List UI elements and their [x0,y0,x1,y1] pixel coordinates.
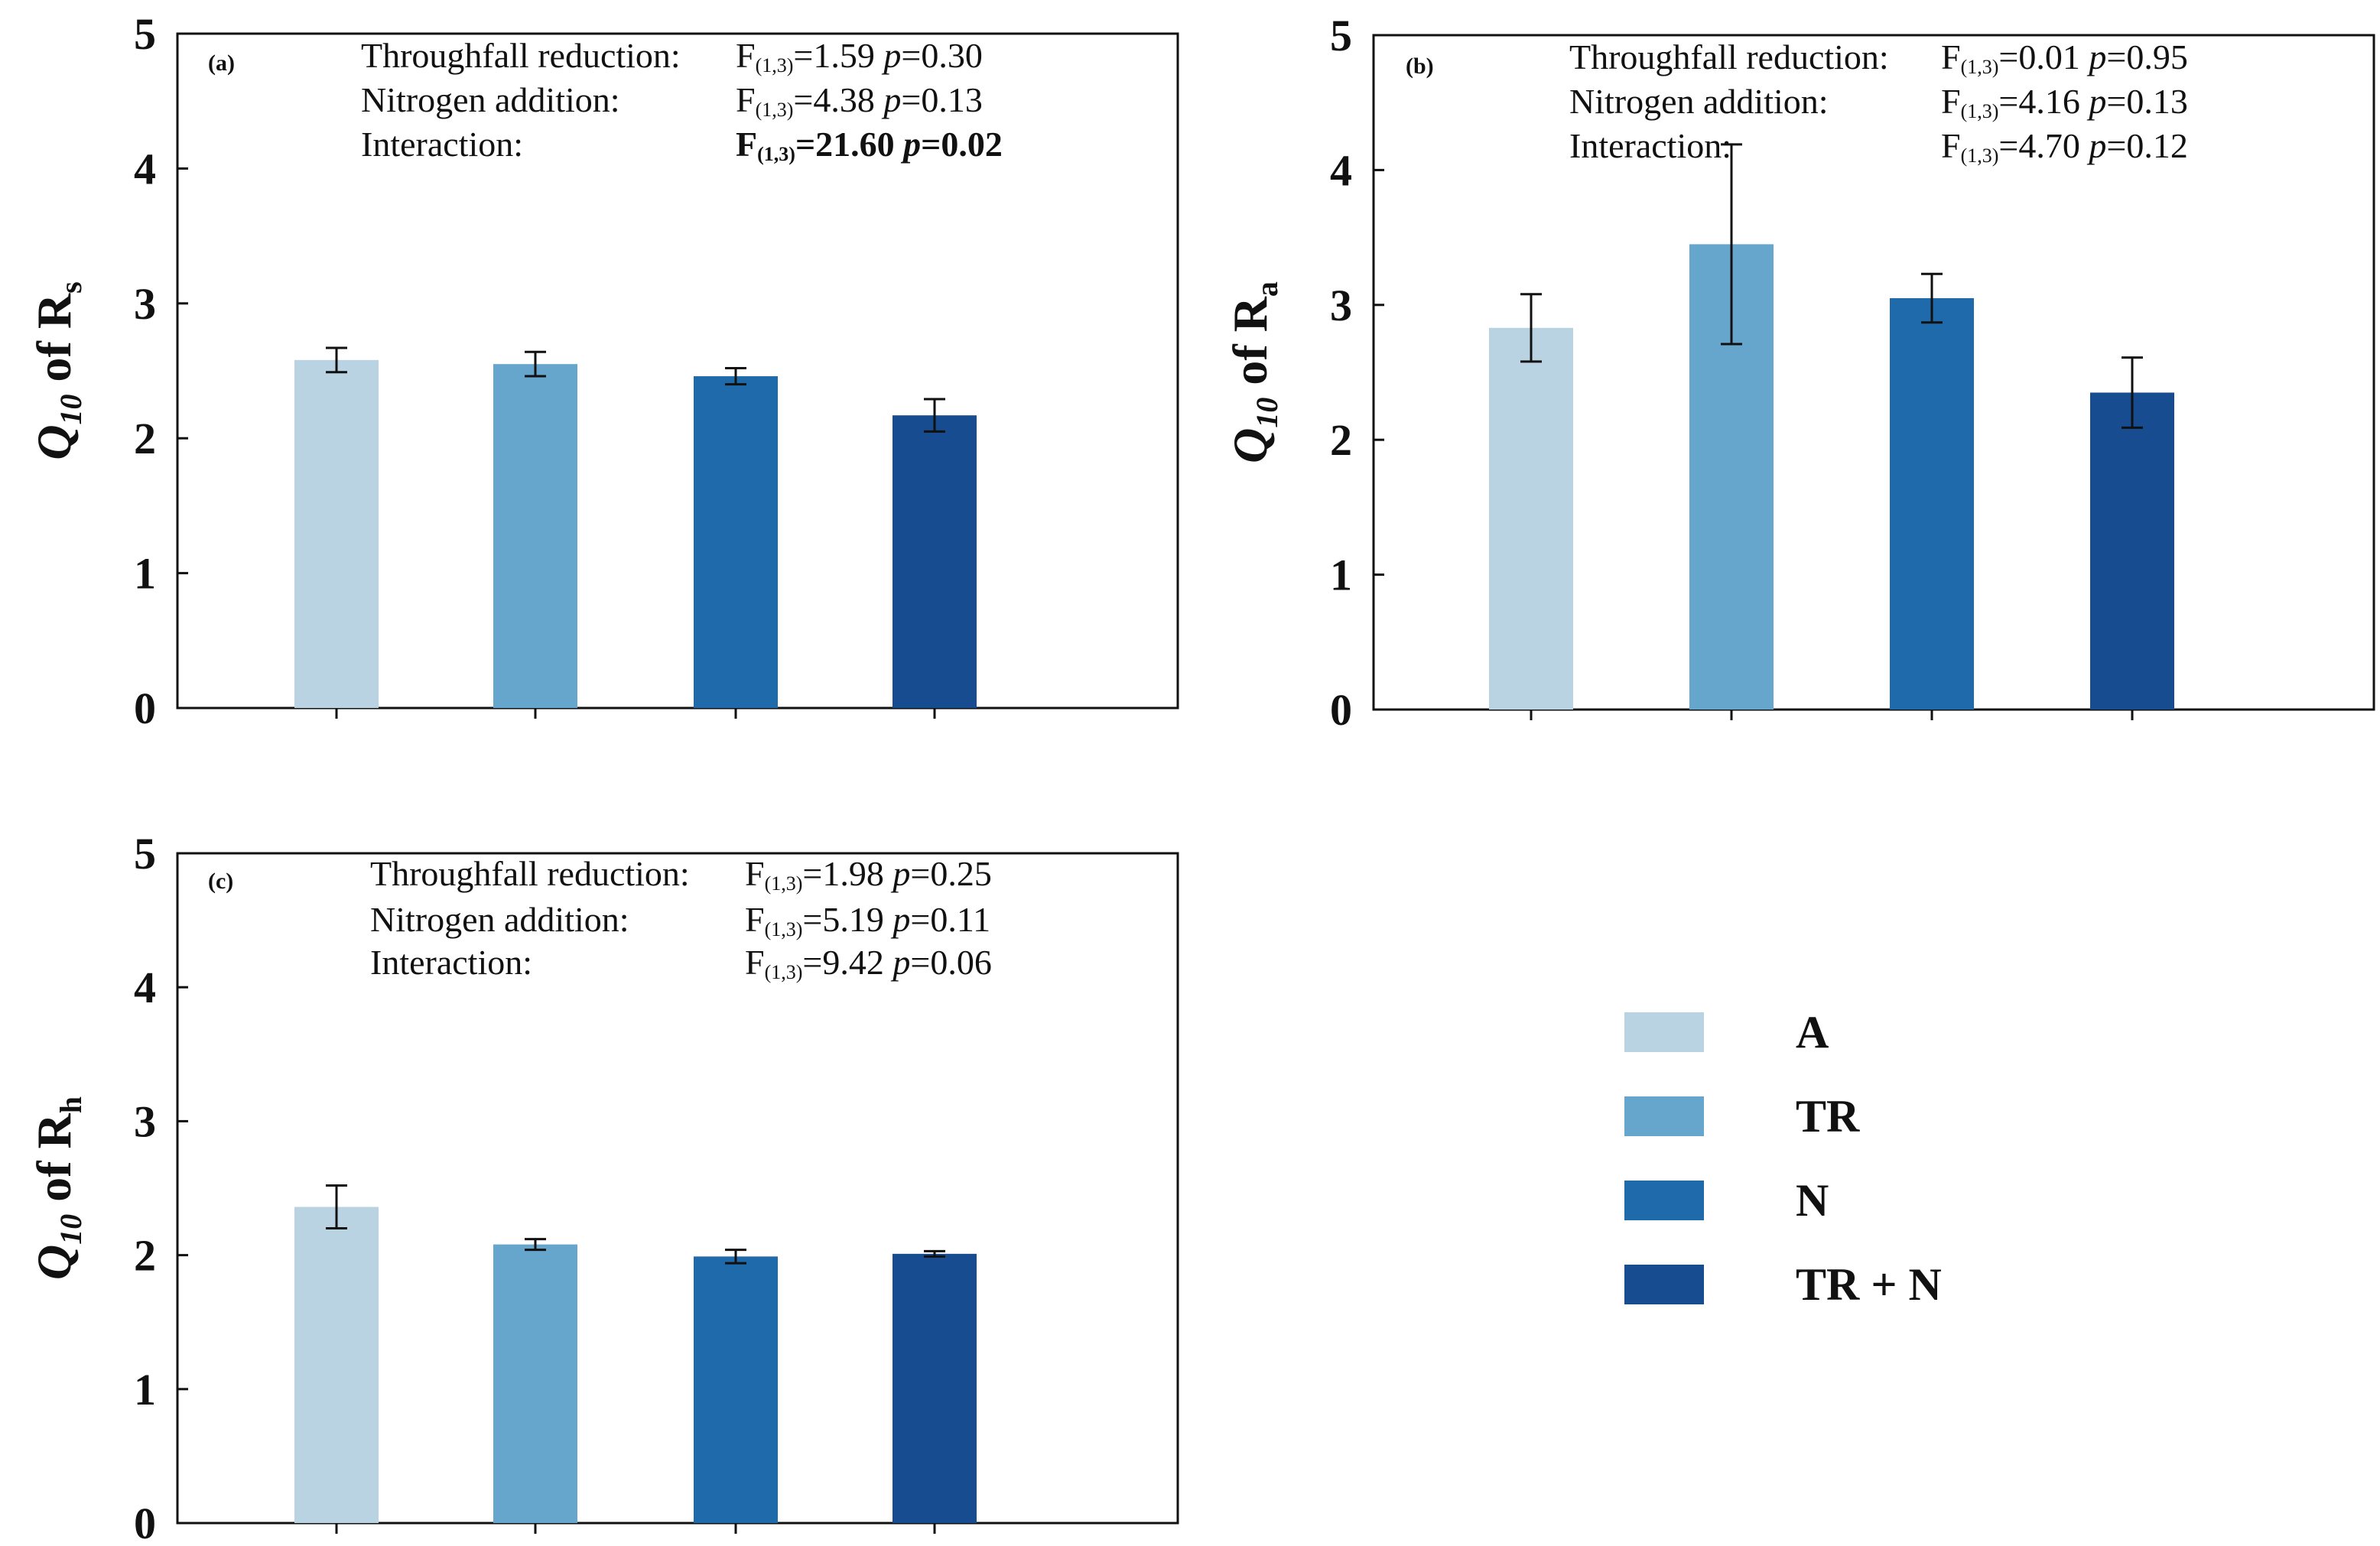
y-tick-label: 2 [134,414,156,463]
y-tick-label: 0 [1330,685,1352,735]
bar-tr-plus-n [2090,392,2174,710]
y-tick-label: 5 [1330,11,1352,60]
legend-swatch [1624,1096,1704,1136]
y-tick-label: 0 [134,1499,156,1546]
bar-n [694,1256,778,1523]
stat-value: F(1,3)=0.01 p=0.95 [1941,37,2188,78]
stat-label: Interaction: [361,125,523,164]
stat-value: F(1,3)=4.70 p=0.12 [1941,126,2188,167]
stat-label: Interaction: [370,943,532,982]
bar-a [1489,327,1573,710]
bar-tr-plus-n [892,1253,977,1523]
legend-swatch [1624,1012,1704,1052]
y-axis-label: Q10 of Ra [1223,281,1284,463]
stat-label: Nitrogen addition: [361,80,620,119]
stat-value: F(1,3)=1.59 p=0.30 [736,36,983,76]
y-axis-label: Q10 of Rh [27,1096,88,1280]
panel-label: (a) [208,50,235,76]
legend-swatch [1624,1181,1704,1220]
stat-label: Interaction: [1569,126,1731,165]
legend-label: TR + N [1796,1259,1942,1310]
panel-b: 0 1 2 3 4 5 (b) Throughfall reduction: F(1,3)=0.… [1223,11,2375,735]
legend: A TR N TR + N [1624,1007,1942,1310]
stat-label: Nitrogen addition: [370,900,629,939]
stat-label: Throughfall reduction: [370,854,690,893]
y-tick-label: 3 [134,1096,156,1146]
panel-label: (c) [208,869,233,894]
y-tick-label: 5 [134,829,156,879]
bar-tr [493,364,577,708]
panel-label: (b) [1406,54,1434,79]
stat-value: F(1,3)=9.42 p=0.06 [745,943,992,983]
plot-frame [1372,34,2375,711]
y-tick-label: 4 [1330,145,1352,195]
y-tick-label: 3 [1330,281,1352,330]
y-tick-label: 1 [1330,551,1352,600]
y-tick-label: 1 [134,1365,156,1414]
y-tick-label: 2 [134,1231,156,1281]
y-tick-label: 3 [134,279,156,329]
y-tick-label: 5 [134,9,156,59]
bar-n [694,376,778,708]
stat-value: F(1,3)=4.16 p=0.13 [1941,82,2188,122]
panel-c: 0 1 2 3 4 5 (c) Throughfall reduction: F(1,3)=1.… [27,829,1179,1546]
stat-label: Throughfall reduction: [1569,37,1889,76]
legend-label: N [1796,1175,1829,1226]
stat-label: Nitrogen addition: [1569,82,1829,121]
y-tick-label: 4 [134,144,156,193]
bar-a [294,359,379,708]
stat-label: Throughfall reduction: [361,36,681,75]
y-tick-label: 4 [134,963,156,1012]
legend-label: TR [1796,1091,1860,1142]
bar-n [1890,297,1974,710]
y-tick-label: 2 [1330,415,1352,465]
panel-a: 0 1 2 3 4 5 (a) Throughfall reduction: F(1,3)=1.… [27,9,1179,733]
stat-value: F(1,3)=5.19 p=0.11 [745,900,990,940]
stat-value: F(1,3)=21.60 p=0.02 [736,125,1003,165]
bar-tr [493,1244,577,1523]
stat-value: F(1,3)=1.98 p=0.25 [745,854,992,895]
y-axis-label: Q10 of Rs [27,281,88,460]
bar-a [294,1207,379,1523]
y-tick-label: 1 [134,549,156,599]
stat-value: F(1,3)=4.38 p=0.13 [736,80,983,121]
plot-frame [176,852,1179,1525]
plot-frame [176,32,1179,710]
bar-tr-plus-n [892,415,977,708]
legend-label: A [1796,1007,1829,1057]
y-tick-label: 0 [134,684,156,733]
legend-swatch [1624,1265,1704,1304]
